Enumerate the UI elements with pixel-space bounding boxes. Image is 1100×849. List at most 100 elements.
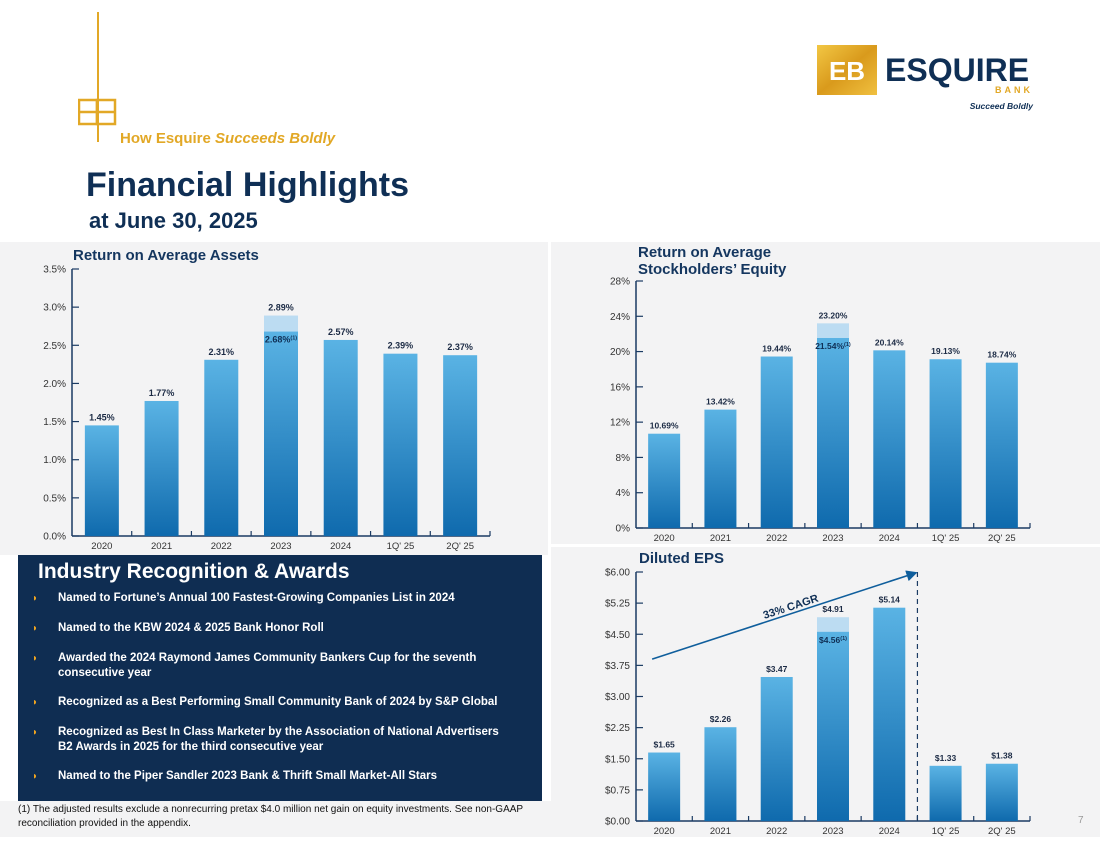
roae-x-tick-label: 2024 bbox=[879, 533, 900, 544]
roaa-y-tick-label: 0.5% bbox=[43, 493, 66, 504]
logo-slogan: Succeed Boldly bbox=[970, 101, 1035, 111]
roae-value-label: 19.13% bbox=[931, 346, 960, 356]
roaa-chart-title: Return on Average Assets bbox=[73, 247, 259, 264]
roaa-value-label: 1.77% bbox=[149, 388, 175, 398]
logo-mark: EB bbox=[829, 56, 865, 86]
roaa-bar-adjusted-delta bbox=[264, 315, 298, 332]
roae-y-tick-label: 8% bbox=[616, 453, 631, 464]
roae-value-label: 18.74% bbox=[987, 350, 1016, 360]
roae-bar bbox=[873, 350, 906, 528]
roae-x-tick-label: 2021 bbox=[710, 533, 731, 544]
roae-chart-title: Return on Average Stockholders’ Equity bbox=[638, 244, 787, 278]
tagline: How Esquire Succeeds Boldly bbox=[120, 130, 335, 147]
eps-x-tick-label: 2023 bbox=[822, 826, 843, 837]
eps-value-label: $2.26 bbox=[710, 714, 732, 724]
roaa-y-tick-label: 3.5% bbox=[43, 265, 66, 276]
roae-y-tick-label: 20% bbox=[610, 347, 630, 358]
roaa-y-tick-label: 0.0% bbox=[43, 532, 66, 543]
award-item: ◗ Named to the KBW 2024 & 2025 Bank Honor… bbox=[32, 621, 532, 636]
eps-y-tick-label: $4.50 bbox=[605, 630, 630, 641]
roae-y-tick-label: 24% bbox=[610, 312, 630, 323]
eps-bar bbox=[985, 763, 1018, 821]
tagline-prefix: How Esquire bbox=[120, 130, 211, 147]
roae-y-tick-label: 16% bbox=[610, 382, 630, 393]
roae-value-label: 19.44% bbox=[762, 344, 791, 354]
roae-bar bbox=[817, 337, 849, 528]
roaa-value-label: 1.45% bbox=[89, 412, 115, 422]
roae-bar bbox=[648, 433, 681, 528]
roaa-bar bbox=[144, 400, 179, 536]
roaa-value-label: 2.39% bbox=[388, 341, 414, 351]
eps-value-label: $1.65 bbox=[654, 740, 676, 750]
tagline-emphasis: Succeeds Boldly bbox=[215, 130, 336, 147]
logo-name: ESQUIRE bbox=[885, 52, 1029, 88]
roaa-x-tick-label: 2022 bbox=[211, 541, 232, 552]
roaa-y-tick-label: 1.0% bbox=[43, 455, 66, 466]
roaa-value-label: 2.31% bbox=[209, 347, 235, 357]
eps-value-label: $1.33 bbox=[935, 753, 957, 763]
footnote-panel bbox=[0, 801, 551, 837]
award-text: Named to Fortune’s Annual 100 Fastest-Gr… bbox=[58, 592, 455, 604]
awards-panel: Industry Recognition & Awards ◗ Named to … bbox=[18, 555, 542, 801]
roae-bar-adjusted-delta bbox=[817, 323, 849, 338]
eps-chart-title: Diluted EPS bbox=[639, 550, 725, 567]
roaa-x-tick-label: 2Q' 25 bbox=[446, 541, 474, 552]
eps-x-tick-label: 2022 bbox=[766, 826, 787, 837]
roae-bar bbox=[760, 356, 793, 528]
award-text: Named to the KBW 2024 & 2025 Bank Honor … bbox=[58, 622, 324, 634]
bullet-icon: ◗ bbox=[32, 771, 39, 782]
eps-x-tick-label: 2024 bbox=[879, 826, 900, 837]
eps-value-label: $4.91 bbox=[822, 604, 844, 614]
award-item: ◗ Recognized as a Best Performing Small C… bbox=[32, 695, 532, 710]
eps-bar bbox=[648, 752, 681, 821]
eps-y-tick-label: $5.25 bbox=[605, 599, 630, 610]
roae-y-tick-label: 28% bbox=[610, 277, 630, 288]
eb-monogram-icon bbox=[78, 98, 117, 126]
footnote-marker: (1) bbox=[844, 342, 851, 348]
roae-x-tick-label: 1Q' 25 bbox=[932, 533, 960, 544]
bullet-icon: ◗ bbox=[32, 727, 39, 738]
bullet-icon: ◗ bbox=[32, 697, 39, 708]
roae-y-tick-label: 12% bbox=[610, 418, 630, 429]
roae-y-tick-label: 4% bbox=[616, 488, 631, 499]
bullet-icon: ◗ bbox=[32, 653, 39, 664]
footnote-marker: (1) bbox=[840, 636, 847, 642]
page-number: 7 bbox=[1078, 815, 1084, 826]
eps-bar bbox=[929, 765, 962, 821]
roaa-value-label: 2.37% bbox=[447, 342, 473, 352]
roae-x-tick-label: 2020 bbox=[654, 533, 675, 544]
eps-value-label: $3.47 bbox=[766, 664, 788, 674]
roae-adjusted-label: 21.54%(1) bbox=[815, 341, 851, 351]
roae-bar bbox=[929, 359, 962, 528]
roaa-bar bbox=[84, 425, 119, 536]
roaa-x-tick-label: 1Q' 25 bbox=[387, 541, 415, 552]
eps-bar-adjusted-delta bbox=[817, 617, 849, 632]
eps-x-tick-label: 2021 bbox=[710, 826, 731, 837]
page-subtitle: at June 30, 2025 bbox=[89, 208, 258, 233]
roaa-adjusted-label: 2.68%(1) bbox=[265, 335, 297, 345]
award-text: Recognized as a Best Performing Small Co… bbox=[58, 696, 498, 708]
roaa-y-tick-label: 2.0% bbox=[43, 379, 66, 390]
eps-bar bbox=[760, 676, 793, 821]
eps-x-tick-label: 1Q' 25 bbox=[932, 826, 960, 837]
eps-adjusted-label: $4.56(1) bbox=[819, 635, 847, 645]
roae-value-label: 13.42% bbox=[706, 397, 735, 407]
award-item: ◗ Named to the Piper Sandler 2023 Bank & … bbox=[32, 769, 532, 784]
bullet-icon: ◗ bbox=[32, 623, 39, 634]
eps-value-label: $5.14 bbox=[879, 595, 901, 605]
roaa-bar bbox=[383, 353, 418, 536]
eps-value-label: $1.38 bbox=[991, 751, 1013, 761]
roaa-y-tick-label: 1.5% bbox=[43, 417, 66, 428]
roae-x-tick-label: 2022 bbox=[766, 533, 787, 544]
awards-title: Industry Recognition & Awards bbox=[38, 560, 350, 583]
eps-bar bbox=[817, 631, 849, 821]
award-item: ◗ Awarded the 2024 Raymond James Communit… bbox=[32, 651, 532, 681]
roae-bar bbox=[704, 409, 737, 528]
eps-bar bbox=[873, 607, 906, 821]
esquire-bank-logo: EB ESQUIRE BANK Succeed Boldly bbox=[817, 45, 1035, 111]
roaa-x-tick-label: 2020 bbox=[91, 541, 112, 552]
roaa-x-tick-label: 2021 bbox=[151, 541, 172, 552]
eps-y-tick-label: $3.75 bbox=[605, 661, 630, 672]
logo-bank: BANK bbox=[995, 85, 1033, 95]
eps-y-tick-label: $0.75 bbox=[605, 785, 630, 796]
